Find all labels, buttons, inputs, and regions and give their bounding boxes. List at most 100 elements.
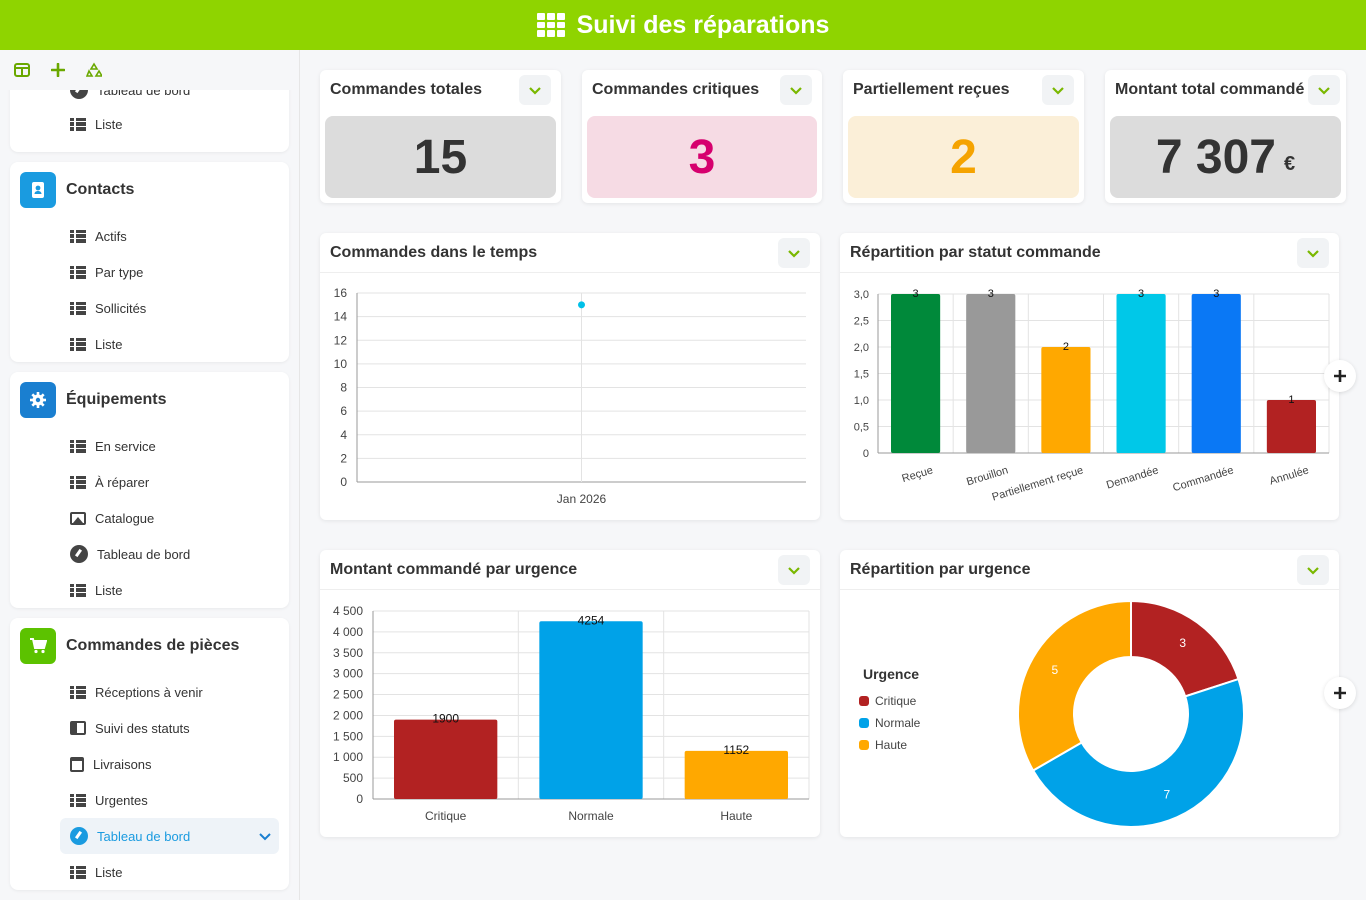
y-tick-label: 2: [340, 451, 347, 465]
kpi-value-box: 2: [848, 116, 1079, 198]
contact-book-icon: [20, 172, 56, 208]
chart-card-header: Commandes dans le temps: [320, 233, 820, 273]
sidebar-item-receptions[interactable]: Réceptions à venir: [10, 674, 289, 710]
app-title: Suivi des réparations: [576, 10, 830, 39]
legend-label: Normale: [875, 716, 921, 730]
data-label: 5: [1051, 663, 1058, 677]
sidebar-item-par-type[interactable]: Par type: [10, 254, 289, 290]
bar: [1116, 294, 1166, 453]
dashboard-icon: [70, 827, 88, 845]
kpi-card-amount: Montant total commandé 7 307 €: [1105, 70, 1346, 203]
gear-icon: [20, 382, 56, 418]
sidebar-panel-contacts: Contacts Actifs Par type Sollicités List…: [10, 162, 289, 362]
kpi-card-header: Montant total commandé: [1105, 70, 1346, 110]
chevron-down-icon[interactable]: [259, 828, 271, 844]
data-label: 3: [1138, 288, 1144, 300]
chevron-down-icon[interactable]: [1308, 75, 1340, 105]
kpi-value: 7 307: [1155, 130, 1276, 184]
list-icon: [70, 439, 86, 453]
sidebar-item-urgentes[interactable]: Urgentes: [10, 782, 289, 818]
x-tick-label: Annulée: [1268, 464, 1310, 487]
sidebar-toolbar: [0, 50, 299, 90]
sidebar-item-tableau-de-bord-active[interactable]: Tableau de bord: [60, 818, 279, 854]
legend-label: Critique: [875, 694, 917, 708]
add-widget-button[interactable]: [1324, 677, 1356, 709]
x-tick-label: Critique: [425, 809, 467, 823]
legend-swatch: [859, 718, 869, 728]
urgency-donut-chart: 3 7 5 Urgence Critique Normale Haute: [859, 599, 1245, 828]
donut-slice: [1031, 677, 1245, 828]
amount-bar-chart: 0 500 1 000 1 500 2 000 2 500 3 000 3 500 4 000 4…: [333, 604, 810, 823]
sidebar-item-suivi-statuts[interactable]: Suivi des statuts: [10, 710, 289, 746]
kpi-value: 3: [688, 130, 716, 184]
sidebar-item-liste[interactable]: Liste: [10, 854, 289, 890]
sidebar-item-catalogue[interactable]: Catalogue: [10, 500, 289, 536]
sidebar-item-livraisons[interactable]: Livraisons: [10, 746, 289, 782]
y-tick-label: 3 500: [333, 646, 363, 660]
y-tick-label: 10: [334, 357, 348, 371]
data-label: 7: [1163, 787, 1170, 801]
y-tick-label: 16: [334, 286, 348, 300]
data-label: 3: [1213, 288, 1219, 300]
kpi-value: 2: [950, 130, 977, 184]
y-tick-label: 2 500: [333, 688, 363, 702]
apps-grid-icon[interactable]: [536, 13, 565, 37]
chevron-down-icon[interactable]: [519, 75, 551, 105]
sidebar-panel-equipements: Équipements En service À réparer Catalog…: [10, 372, 289, 608]
data-label: 1: [1288, 394, 1294, 406]
kpi-card-critical: Commandes critiques 3: [582, 70, 822, 203]
sidebar-item-en-service[interactable]: En service: [10, 428, 289, 464]
x-tick-label: Jan 2026: [557, 492, 607, 506]
image-icon: [70, 511, 86, 525]
chevron-down-icon[interactable]: [778, 554, 810, 585]
chevron-down-icon[interactable]: [1297, 237, 1329, 268]
chevron-down-icon[interactable]: [1042, 75, 1074, 105]
bar: [1041, 347, 1091, 453]
chart-card-header: Répartition par urgence: [840, 550, 1339, 590]
x-tick-label: Normale: [568, 809, 614, 823]
list-icon: [70, 793, 86, 807]
list-icon: [70, 229, 86, 243]
y-tick-label: 8: [340, 381, 347, 395]
add-icon[interactable]: [49, 61, 67, 79]
app-header: Suivi des réparations: [0, 0, 1366, 50]
y-tick-label: 12: [334, 333, 348, 347]
sidebar-section-contacts[interactable]: Contacts: [10, 162, 289, 218]
sidebar-item-a-reparer[interactable]: À réparer: [10, 464, 289, 500]
list-icon: [70, 301, 86, 315]
chevron-down-icon[interactable]: [780, 75, 812, 105]
sidebar-item-tableau-de-bord[interactable]: Tableau de bord: [10, 536, 289, 572]
kpi-card-header: Commandes totales: [320, 70, 561, 110]
list-icon: [70, 337, 86, 351]
chart-card-header: Répartition par statut commande: [840, 233, 1339, 273]
y-tick-label: 0: [356, 792, 363, 806]
sidebar-item-actifs[interactable]: Actifs: [10, 218, 289, 254]
list-icon: [70, 583, 86, 597]
sidebar-item-liste[interactable]: Liste: [10, 572, 289, 608]
chevron-down-icon[interactable]: [778, 237, 810, 268]
chart-card-amount: Montant commandé par urgence 0 500 1 000 1 …: [320, 550, 820, 837]
chevron-down-icon[interactable]: [1297, 554, 1329, 585]
legend-label: Haute: [875, 738, 907, 752]
kpi-value-box: 15: [325, 116, 556, 198]
list-icon: [70, 685, 86, 699]
sidebar-section-equipements[interactable]: Équipements: [10, 372, 289, 428]
kpi-card-partial: Partiellement reçues 2: [843, 70, 1084, 203]
chart-card-urgency: Répartition par urgence 3 7 5 Urgence Critiq…: [840, 550, 1339, 837]
sidebar-item-liste[interactable]: Liste: [10, 326, 289, 362]
sidebar-item-sollicites[interactable]: Sollicités: [10, 290, 289, 326]
kpi-value: 15: [413, 130, 468, 184]
data-point: [578, 301, 585, 309]
y-tick-label: 1,5: [854, 369, 869, 381]
layout-icon[interactable]: [13, 61, 31, 79]
kpi-card-header: Commandes critiques: [582, 70, 822, 110]
add-widget-button[interactable]: [1324, 360, 1356, 392]
data-label: 3: [1179, 636, 1186, 650]
y-tick-label: 500: [343, 771, 363, 785]
data-label: 1900: [432, 712, 459, 726]
y-tick-label: 4: [340, 428, 347, 442]
sidebar-section-commandes[interactable]: Commandes de pièces: [10, 618, 289, 674]
recycle-icon[interactable]: [85, 61, 103, 79]
legend-swatch: [859, 696, 869, 706]
sidebar-item-liste[interactable]: Liste: [10, 106, 289, 142]
